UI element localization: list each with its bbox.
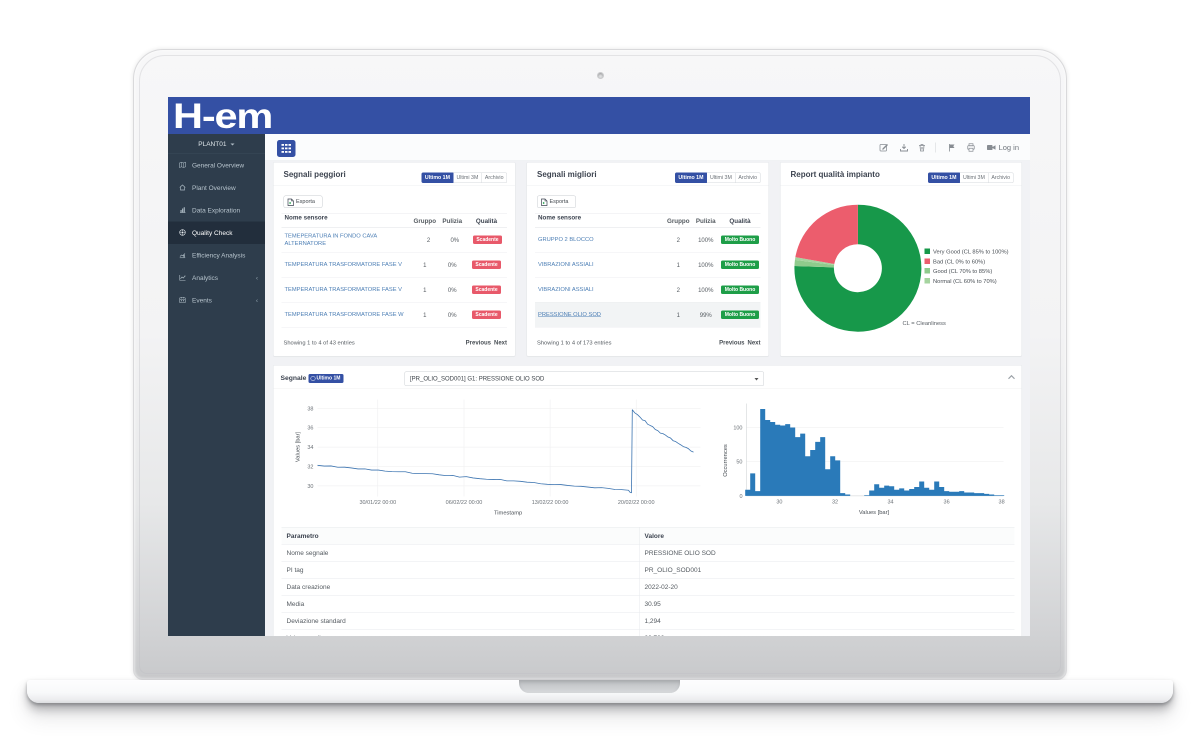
svg-text:36: 36: [944, 500, 950, 506]
svg-text:36: 36: [307, 426, 313, 432]
svg-text:Values [bar]: Values [bar]: [296, 431, 302, 462]
svg-text:Timestamp: Timestamp: [494, 511, 522, 517]
svg-text:50: 50: [736, 460, 742, 466]
svg-text:38: 38: [999, 500, 1005, 506]
svg-text:100: 100: [733, 426, 742, 432]
svg-text:30: 30: [307, 484, 313, 490]
svg-text:Values [bar]: Values [bar]: [859, 510, 890, 516]
svg-text:32: 32: [832, 500, 838, 506]
svg-text:38: 38: [307, 406, 313, 412]
svg-text:20/02/22 00:00: 20/02/22 00:00: [618, 500, 655, 506]
svg-text:32: 32: [307, 465, 313, 471]
svg-text:13/02/22 00:00: 13/02/22 00:00: [532, 500, 569, 506]
svg-text:30: 30: [776, 500, 782, 506]
svg-text:06/02/22 00:00: 06/02/22 00:00: [446, 500, 483, 506]
svg-text:34: 34: [307, 445, 313, 451]
svg-text:34: 34: [887, 500, 893, 506]
svg-text:Occurrences: Occurrences: [723, 444, 729, 477]
svg-text:0: 0: [739, 494, 742, 500]
svg-text:30/01/22 00:00: 30/01/22 00:00: [359, 500, 396, 506]
